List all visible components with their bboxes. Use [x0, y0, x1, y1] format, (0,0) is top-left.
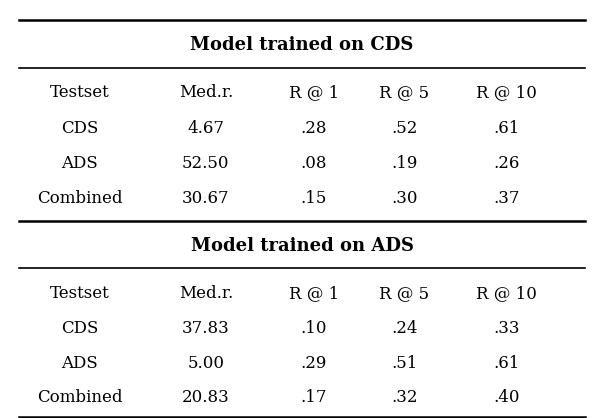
Text: .40: .40: [493, 389, 519, 405]
Text: Testset: Testset: [50, 84, 109, 101]
Text: .29: .29: [301, 355, 327, 372]
Text: R @ 1: R @ 1: [289, 84, 339, 101]
Text: R @ 10: R @ 10: [476, 84, 537, 101]
Text: .33: .33: [493, 320, 519, 337]
Text: R @ 10: R @ 10: [476, 285, 537, 302]
Text: .26: .26: [493, 155, 519, 172]
Text: .15: .15: [301, 190, 327, 207]
Text: R @ 5: R @ 5: [379, 84, 429, 101]
Text: R @ 5: R @ 5: [379, 285, 429, 302]
Text: 30.67: 30.67: [182, 190, 230, 207]
Text: .28: .28: [301, 120, 327, 137]
Text: .08: .08: [301, 155, 327, 172]
Text: .24: .24: [391, 320, 417, 337]
Text: Med.r.: Med.r.: [179, 84, 233, 101]
Text: .10: .10: [301, 320, 327, 337]
Text: Model trained on CDS: Model trained on CDS: [190, 36, 414, 54]
Text: .19: .19: [391, 155, 417, 172]
Text: Testset: Testset: [50, 285, 109, 302]
Text: .61: .61: [493, 355, 519, 372]
Text: .52: .52: [391, 120, 417, 137]
Text: CDS: CDS: [61, 120, 98, 137]
Text: Combined: Combined: [37, 190, 122, 207]
Text: Model trained on ADS: Model trained on ADS: [190, 237, 414, 255]
Text: 52.50: 52.50: [182, 155, 230, 172]
Text: .32: .32: [391, 389, 417, 405]
Text: .61: .61: [493, 120, 519, 137]
Text: .51: .51: [391, 355, 417, 372]
Text: .37: .37: [493, 190, 519, 207]
Text: R @ 1: R @ 1: [289, 285, 339, 302]
Text: Med.r.: Med.r.: [179, 285, 233, 302]
Text: ADS: ADS: [61, 355, 98, 372]
Text: Combined: Combined: [37, 389, 122, 405]
Text: 4.67: 4.67: [187, 120, 224, 137]
Text: 20.83: 20.83: [182, 389, 230, 405]
Text: .30: .30: [391, 190, 417, 207]
Text: CDS: CDS: [61, 320, 98, 337]
Text: ADS: ADS: [61, 155, 98, 172]
Text: 37.83: 37.83: [182, 320, 230, 337]
Text: 5.00: 5.00: [187, 355, 224, 372]
Text: .17: .17: [301, 389, 327, 405]
